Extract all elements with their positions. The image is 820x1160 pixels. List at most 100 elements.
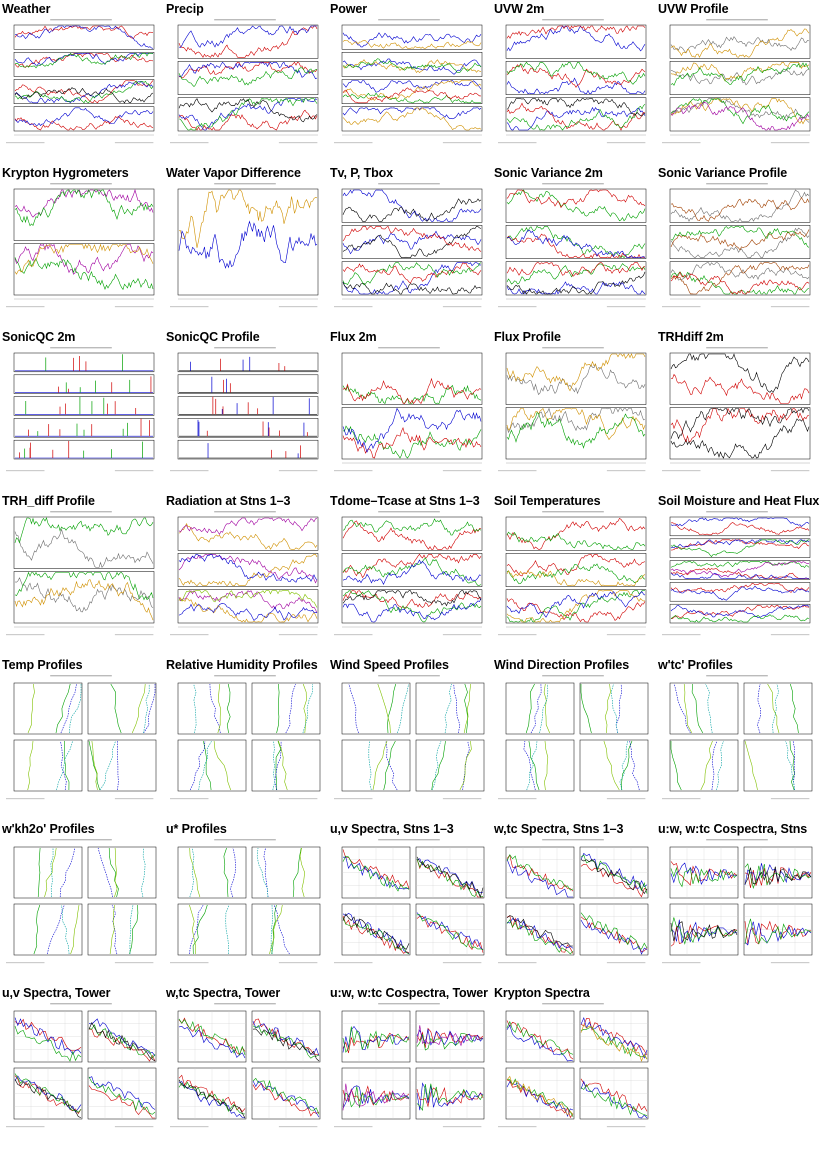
- plot-thumbnail-image[interactable]: [332, 1001, 486, 1129]
- thumbnail-title[interactable]: Tdome–Tcase at Stns 1–3: [330, 494, 480, 508]
- thumbnail-title[interactable]: Water Vapor Difference: [166, 166, 301, 180]
- thumbnail-krypton-hygrometers[interactable]: Krypton Hygrometers: [2, 166, 160, 316]
- thumbnail-trhdiff-2m[interactable]: TRHdiff 2m: [658, 330, 816, 480]
- thumbnail-sonic-variance-profile[interactable]: Sonic Variance Profile: [658, 166, 816, 316]
- plot-thumbnail-image[interactable]: [496, 345, 650, 473]
- plot-thumbnail-image[interactable]: [332, 837, 486, 965]
- thumbnail-wind-direction-profiles[interactable]: Wind Direction Profiles: [494, 658, 652, 808]
- thumbnail-title[interactable]: UVW Profile: [658, 2, 729, 16]
- plot-thumbnail-image[interactable]: [496, 673, 650, 801]
- thumbnail-title[interactable]: TRH_diff Profile: [2, 494, 95, 508]
- plot-thumbnail-image[interactable]: [168, 17, 322, 145]
- thumbnail-sonicqc-profile[interactable]: SonicQC Profile: [166, 330, 324, 480]
- thumbnail-title[interactable]: u:w, w:tc Cospectra, Stns: [658, 822, 808, 836]
- plot-thumbnail-image[interactable]: [332, 181, 486, 309]
- thumbnail-title[interactable]: u* Profiles: [166, 822, 227, 836]
- thumbnail-weather[interactable]: Weather: [2, 2, 160, 152]
- thumbnail-title[interactable]: Weather: [2, 2, 51, 16]
- plot-thumbnail-image[interactable]: [660, 509, 814, 637]
- thumbnail-title[interactable]: UVW 2m: [494, 2, 545, 16]
- plot-thumbnail-image[interactable]: [168, 509, 322, 637]
- thumbnail-title[interactable]: Soil Temperatures: [494, 494, 601, 508]
- plot-thumbnail-image[interactable]: [4, 1001, 158, 1129]
- thumbnail-title[interactable]: Power: [330, 2, 368, 16]
- thumbnail-title[interactable]: u,v Spectra, Stns 1–3: [330, 822, 454, 836]
- thumbnail-title[interactable]: Temp Profiles: [2, 658, 83, 672]
- thumbnail-title[interactable]: TRHdiff 2m: [658, 330, 724, 344]
- thumbnail-title[interactable]: Flux 2m: [330, 330, 377, 344]
- thumbnail-w-tc-profiles[interactable]: w'tc' Profiles: [658, 658, 816, 808]
- thumbnail-wind-speed-profiles[interactable]: Wind Speed Profiles: [330, 658, 488, 808]
- thumbnail-title[interactable]: Soil Moisture and Heat Flux: [658, 494, 820, 508]
- plot-thumbnail-image[interactable]: [168, 181, 322, 309]
- thumbnail-w-kh2o-profiles[interactable]: w'kh2o' Profiles: [2, 822, 160, 972]
- thumbnail-sonicqc-2m[interactable]: SonicQC 2m: [2, 330, 160, 480]
- plot-thumbnail-image[interactable]: [4, 509, 158, 637]
- thumbnail-title[interactable]: Relative Humidity Profiles: [166, 658, 318, 672]
- plot-thumbnail-image[interactable]: [660, 181, 814, 309]
- thumbnail-title[interactable]: SonicQC Profile: [166, 330, 260, 344]
- plot-thumbnail-image[interactable]: [660, 673, 814, 801]
- plot-thumbnail-image[interactable]: [332, 509, 486, 637]
- thumbnail-temp-profiles[interactable]: Temp Profiles: [2, 658, 160, 808]
- plot-thumbnail-image[interactable]: [168, 345, 322, 473]
- plot-thumbnail-image[interactable]: [496, 837, 650, 965]
- thumbnail-tv-p-tbox[interactable]: Tv, P, Tbox: [330, 166, 488, 316]
- plot-thumbnail-image[interactable]: [496, 1001, 650, 1129]
- thumbnail-title[interactable]: Sonic Variance 2m: [494, 166, 603, 180]
- thumbnail-flux-2m[interactable]: Flux 2m: [330, 330, 488, 480]
- thumbnail-w-tc-spectra-stns-1-3[interactable]: w,tc Spectra, Stns 1–3: [494, 822, 652, 972]
- thumbnail-u-v-spectra-stns-1-3[interactable]: u,v Spectra, Stns 1–3: [330, 822, 488, 972]
- plot-thumbnail-image[interactable]: [496, 509, 650, 637]
- thumbnail-title[interactable]: Tv, P, Tbox: [330, 166, 394, 180]
- thumbnail-tdome-tcase-at-stns-1-3[interactable]: Tdome–Tcase at Stns 1–3: [330, 494, 488, 644]
- thumbnail-title[interactable]: Radiation at Stns 1–3: [166, 494, 291, 508]
- plot-thumbnail-image[interactable]: [496, 17, 650, 145]
- thumbnail-relative-humidity-profiles[interactable]: Relative Humidity Profiles: [166, 658, 324, 808]
- plot-thumbnail-image[interactable]: [332, 673, 486, 801]
- thumbnail-title[interactable]: SonicQC 2m: [2, 330, 76, 344]
- plot-thumbnail-image[interactable]: [660, 17, 814, 145]
- plot-thumbnail-image[interactable]: [496, 181, 650, 309]
- thumbnail-flux-profile[interactable]: Flux Profile: [494, 330, 652, 480]
- thumbnail-title[interactable]: Sonic Variance Profile: [658, 166, 788, 180]
- plot-thumbnail-image[interactable]: [168, 673, 322, 801]
- thumbnail-title[interactable]: w'kh2o' Profiles: [2, 822, 95, 836]
- thumbnail-soil-temperatures[interactable]: Soil Temperatures: [494, 494, 652, 644]
- thumbnail-title[interactable]: Flux Profile: [494, 330, 561, 344]
- thumbnail-krypton-spectra[interactable]: Krypton Spectra: [494, 986, 652, 1136]
- thumbnail-title[interactable]: Wind Speed Profiles: [330, 658, 449, 672]
- thumbnail-title[interactable]: u,v Spectra, Tower: [2, 986, 111, 1000]
- thumbnail-u-profiles[interactable]: u* Profiles: [166, 822, 324, 972]
- plot-thumbnail-image[interactable]: [332, 345, 486, 473]
- thumbnail-title[interactable]: w,tc Spectra, Tower: [166, 986, 281, 1000]
- thumbnail-uvw-2m[interactable]: UVW 2m: [494, 2, 652, 152]
- plot-thumbnail-image[interactable]: [168, 837, 322, 965]
- thumbnail-sonic-variance-2m[interactable]: Sonic Variance 2m: [494, 166, 652, 316]
- thumbnail-soil-moisture-and-heat-flux[interactable]: Soil Moisture and Heat Flux: [658, 494, 820, 644]
- thumbnail-uvw-profile[interactable]: UVW Profile: [658, 2, 816, 152]
- plot-thumbnail-image[interactable]: [4, 181, 158, 309]
- thumbnail-power[interactable]: Power: [330, 2, 488, 152]
- thumbnail-trh-diff-profile[interactable]: TRH_diff Profile: [2, 494, 160, 644]
- plot-thumbnail-image[interactable]: [4, 837, 158, 965]
- thumbnail-title[interactable]: Krypton Spectra: [494, 986, 590, 1000]
- plot-thumbnail-image[interactable]: [332, 17, 486, 145]
- thumbnail-u-w-w-tc-cospectra-tower[interactable]: u:w, w:tc Cospectra, Tower: [330, 986, 488, 1136]
- plot-thumbnail-image[interactable]: [4, 345, 158, 473]
- thumbnail-title[interactable]: u:w, w:tc Cospectra, Tower: [330, 986, 488, 1000]
- thumbnail-title[interactable]: Krypton Hygrometers: [2, 166, 129, 180]
- thumbnail-title[interactable]: Wind Direction Profiles: [494, 658, 630, 672]
- plot-thumbnail-image[interactable]: [168, 1001, 322, 1129]
- thumbnail-u-v-spectra-tower[interactable]: u,v Spectra, Tower: [2, 986, 160, 1136]
- thumbnail-u-w-w-tc-cospectra-stns[interactable]: u:w, w:tc Cospectra, Stns: [658, 822, 816, 972]
- plot-thumbnail-image[interactable]: [4, 17, 158, 145]
- thumbnail-precip[interactable]: Precip: [166, 2, 324, 152]
- thumbnail-radiation-at-stns-1-3[interactable]: Radiation at Stns 1–3: [166, 494, 324, 644]
- plot-thumbnail-image[interactable]: [660, 345, 814, 473]
- plot-thumbnail-image[interactable]: [660, 837, 814, 965]
- thumbnail-title[interactable]: w,tc Spectra, Stns 1–3: [494, 822, 624, 836]
- thumbnail-w-tc-spectra-tower[interactable]: w,tc Spectra, Tower: [166, 986, 324, 1136]
- thumbnail-title[interactable]: Precip: [166, 2, 204, 16]
- thumbnail-water-vapor-difference[interactable]: Water Vapor Difference: [166, 166, 324, 316]
